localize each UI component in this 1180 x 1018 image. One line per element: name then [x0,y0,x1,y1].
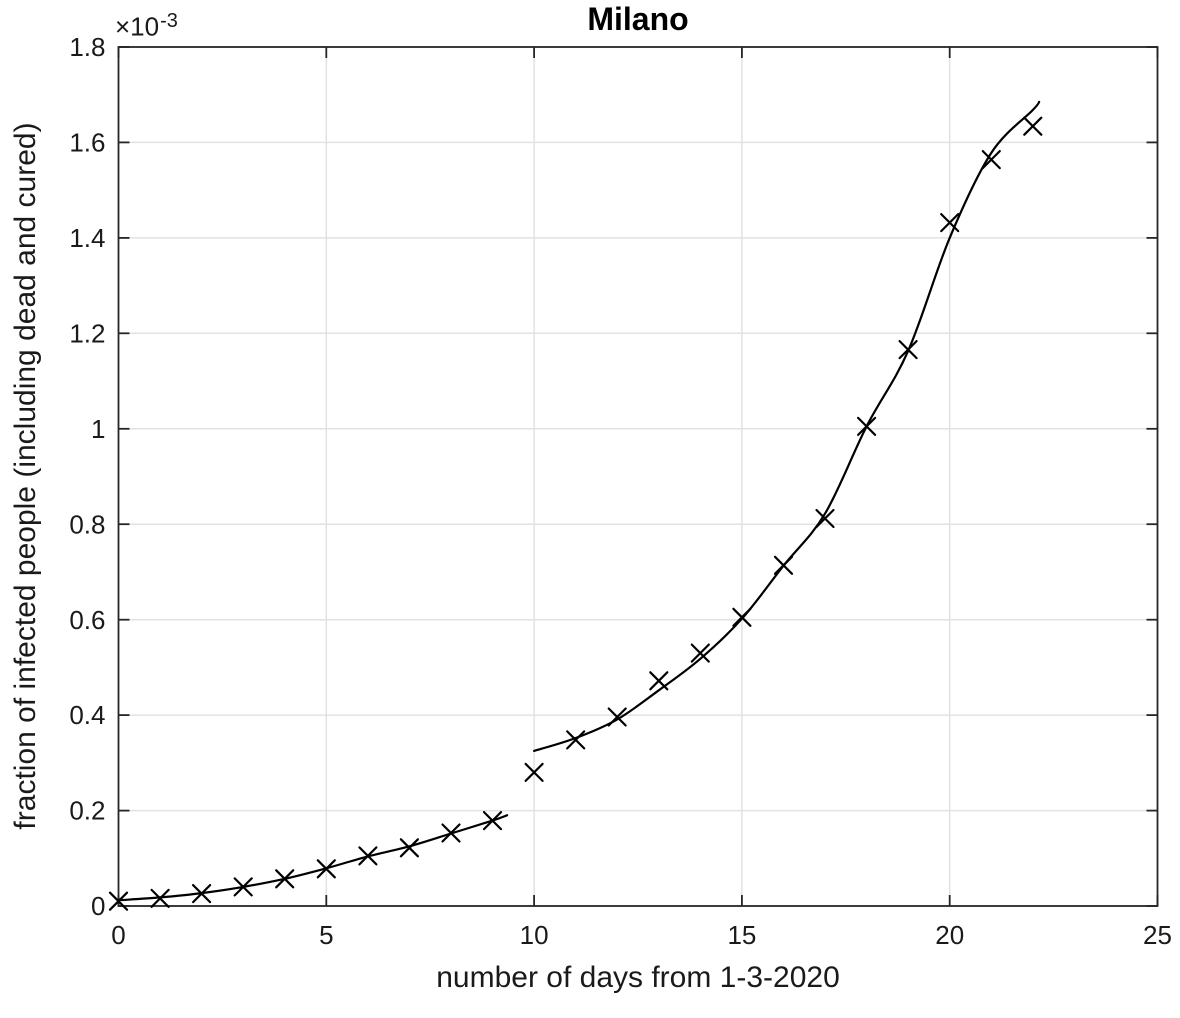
y-tick-label: 0.2 [69,796,105,826]
data-marker-x [399,838,419,858]
y-tick-label: 1.4 [69,223,105,253]
tick-labels: 0 5 10 15 20 25 0 0.2 0.4 0.6 0.8 1 1.2 1.4 1.6 1.8 [69,32,1172,950]
y-tick-label: 0.4 [69,700,105,730]
y-tick-label: 0.6 [69,605,105,635]
data-marker-x [690,643,710,663]
data-marker-x [732,607,752,627]
x-tick-label: 15 [727,920,756,950]
chart-title: Milano [587,1,689,37]
y-tick-label: 1 [91,414,105,444]
axes-box [117,46,1159,907]
x-tick-label: 20 [935,920,964,950]
x-tick-label: 25 [1143,920,1172,950]
data-marker-x [275,869,295,889]
data-marker-x [150,888,170,908]
data-marker-x [441,823,461,843]
grid-lines [118,47,1158,906]
y-tick-label: 1.6 [69,128,105,158]
fit-curve-segment-1 [117,814,509,902]
y-tick-label: 0 [91,891,105,921]
axis-ticks [117,46,1159,907]
data-marker-x [1023,116,1043,136]
data-marker-x [773,555,794,575]
data-marker-x [940,213,960,233]
y-tick-label: 1.2 [69,318,105,348]
x-tick-label: 10 [520,920,549,950]
y-tick-label: 0.8 [69,509,105,539]
fit-curve-segment-2 [533,100,1041,752]
x-axis-label: number of days from 1-3-2020 [436,961,840,994]
data-marker-x [482,811,503,831]
x-tick-label: 5 [319,920,333,950]
data-marker-x [607,707,627,727]
data-marker-x [108,891,129,911]
y-axis-exponent: ×10-3 [115,9,178,43]
data-marker-x [898,340,918,360]
data-marker-x [192,884,212,904]
y-axis-exponent-power: -3 [160,10,178,32]
data-marker-x [524,762,544,782]
axes-box-border [117,46,1159,907]
data-series [108,100,1043,911]
data-marker-x [233,877,253,897]
data-marker-x [981,150,1001,170]
y-tick-label: 1.8 [69,32,105,62]
y-axis-exponent-base: ×10 [115,11,160,42]
data-marker-x [566,730,586,750]
data-marker-x [649,671,669,691]
data-marker-x [358,846,378,866]
data-marker-x [815,508,835,529]
data-marker-x [316,859,336,879]
data-marker-x [857,416,877,436]
x-tick-label: 0 [111,920,125,950]
